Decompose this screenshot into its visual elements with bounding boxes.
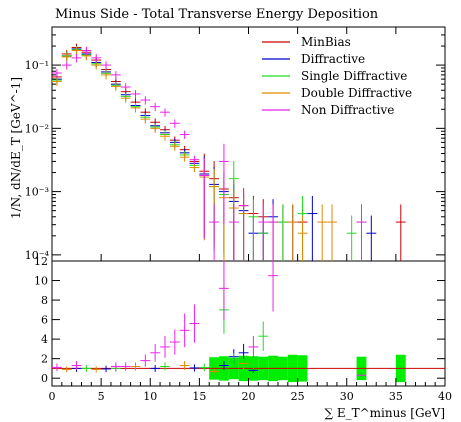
chart-title: Minus Side - Total Transverse Energy Dep… bbox=[55, 7, 379, 22]
legend: MinBias Diffractive Single Diffractive Doub… bbox=[262, 35, 412, 117]
x-tick-label: 20 bbox=[242, 390, 256, 403]
series-double-diffractive bbox=[52, 46, 337, 261]
legend-label: Single Diffractive bbox=[301, 69, 407, 83]
top-plot-series bbox=[52, 43, 406, 261]
top-plot-frame bbox=[51, 26, 446, 262]
ratio-y-tick-label: 12 bbox=[34, 255, 48, 268]
y-tick-label: 10⁻³ bbox=[25, 186, 49, 199]
y-tick-label: 10⁻¹ bbox=[25, 59, 49, 72]
ratio-plot-series bbox=[52, 261, 367, 378]
y-tick-label: 10⁻² bbox=[25, 122, 49, 135]
ratio-y-tick-label: 10 bbox=[34, 275, 48, 288]
x-tick-label: 0 bbox=[49, 390, 56, 403]
x-tick-label: 25 bbox=[291, 390, 305, 403]
legend-label: MinBias bbox=[301, 35, 351, 49]
x-tick-label: 15 bbox=[192, 390, 206, 403]
ratio-y-tick-label: 6 bbox=[41, 314, 48, 327]
x-tick-label: 30 bbox=[340, 390, 354, 403]
x-tick-label: 35 bbox=[389, 390, 403, 403]
ratio-series-non-diffractive bbox=[52, 261, 367, 378]
ratio-plot-axis: 0 2 4 6 8 10 12 0 5 10 15 20 25 30 35 40 bbox=[34, 255, 452, 403]
ratio-y-tick-label: 0 bbox=[41, 372, 48, 385]
x-tick-label: 10 bbox=[143, 390, 157, 403]
ratio-series-double-diffractive bbox=[61, 358, 249, 374]
x-axis-label: ∑ E_T^minus [GeV] bbox=[324, 406, 445, 420]
ratio-y-tick-label: 2 bbox=[41, 353, 48, 366]
x-tick-label: 5 bbox=[98, 390, 105, 403]
legend-label: Non Diffractive bbox=[301, 103, 394, 117]
top-plot-axis: 10⁻⁴ 10⁻³ 10⁻² 10⁻¹ bbox=[25, 26, 446, 262]
x-tick-label: 40 bbox=[438, 390, 452, 403]
legend-label: Diffractive bbox=[301, 52, 365, 66]
y-axis-label: 1/N, dN/dE_T [GeV^-1] bbox=[9, 77, 23, 219]
legend-label: Double Diffractive bbox=[301, 86, 412, 100]
ratio-y-tick-label: 8 bbox=[41, 294, 48, 307]
series-non-diffractive bbox=[52, 46, 367, 261]
y-tick-label: 10⁻⁴ bbox=[25, 249, 50, 262]
ratio-y-tick-label: 4 bbox=[41, 333, 48, 346]
